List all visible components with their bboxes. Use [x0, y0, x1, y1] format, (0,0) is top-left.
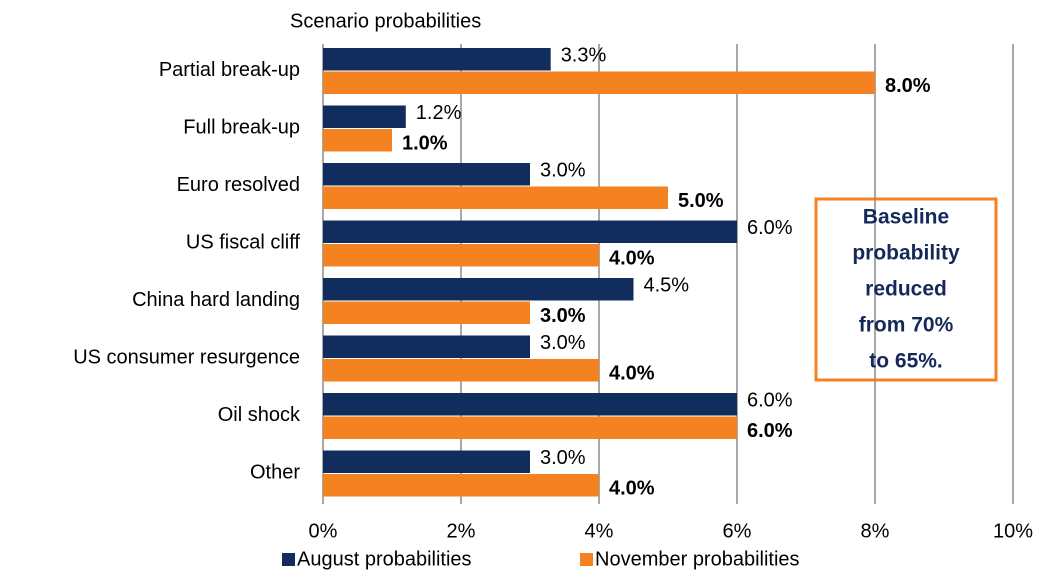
category-label: Partial break-up — [159, 59, 300, 81]
x-tick-label: 0% — [309, 520, 338, 542]
value-label: 6.0% — [747, 217, 793, 239]
category-label: US consumer resurgence — [73, 347, 300, 369]
legend-swatch — [282, 553, 295, 566]
category-label: US fiscal cliff — [186, 232, 301, 254]
bar — [323, 416, 737, 439]
category-label: China hard landing — [132, 289, 300, 311]
bar — [323, 129, 392, 152]
bar — [323, 244, 599, 267]
x-tick-label: 10% — [993, 520, 1033, 542]
value-label: 3.0% — [540, 332, 586, 354]
value-label: 1.2% — [416, 102, 462, 124]
value-label: 5.0% — [678, 190, 724, 212]
value-label: 3.3% — [561, 44, 607, 66]
value-label: 6.0% — [747, 389, 793, 411]
category-label: Euro resolved — [177, 174, 300, 196]
bar — [323, 105, 406, 128]
x-tick-label: 6% — [723, 520, 752, 542]
value-label: 1.0% — [402, 132, 448, 154]
legend-label: August probabilities — [297, 548, 472, 570]
bar — [323, 474, 599, 497]
value-label: 4.0% — [609, 362, 655, 384]
bar — [323, 359, 599, 382]
annotation-text: probability — [852, 242, 960, 265]
legend-swatch — [580, 553, 593, 566]
value-label: 3.0% — [540, 159, 586, 181]
x-tick-label: 4% — [585, 520, 614, 542]
annotation-box — [814, 197, 998, 382]
value-label: 6.0% — [747, 420, 793, 442]
bar — [323, 335, 530, 358]
legend-label: November probabilities — [595, 548, 800, 570]
annotation-text: Baseline — [863, 206, 949, 229]
x-tick-label: 8% — [861, 520, 890, 542]
bar — [323, 186, 668, 209]
annotation-text: from 70% — [859, 314, 954, 337]
bar — [323, 393, 737, 416]
value-label: 4.0% — [609, 247, 655, 269]
category-label: Other — [250, 462, 300, 484]
category-label: Oil shock — [218, 404, 301, 426]
value-label: 3.0% — [540, 447, 586, 469]
bar — [323, 450, 530, 473]
value-label: 8.0% — [885, 75, 931, 97]
annotation-text: reduced — [865, 278, 947, 301]
value-label: 4.0% — [609, 477, 655, 499]
bar — [323, 163, 530, 186]
bar — [323, 71, 875, 94]
bar — [323, 278, 634, 301]
category-label: Full break-up — [183, 117, 300, 139]
bar — [323, 220, 737, 243]
value-label: 4.5% — [644, 274, 690, 296]
bar — [323, 48, 551, 71]
annotation-text: to 65%. — [869, 350, 943, 373]
x-tick-label: 2% — [447, 520, 476, 542]
chart-title: Scenario probabilities — [290, 10, 481, 32]
value-label: 3.0% — [540, 305, 586, 327]
bar — [323, 301, 530, 324]
